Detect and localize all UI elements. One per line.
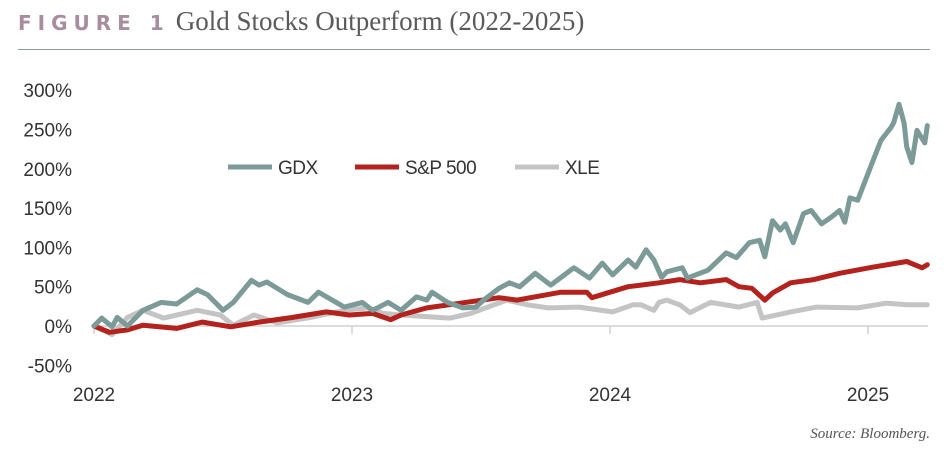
y-tick-label: 100% xyxy=(23,238,72,259)
y-tick-label: 300% xyxy=(23,81,72,102)
y-tick-label: 250% xyxy=(23,121,72,142)
x-tick-label: 2022 xyxy=(73,385,115,406)
chart-title: Gold Stocks Outperform (2022-2025) xyxy=(175,6,585,36)
series-line-xle xyxy=(91,297,930,338)
x-tick-label: 2023 xyxy=(331,385,373,406)
legend-item: XLE xyxy=(515,158,600,179)
legend-label: XLE xyxy=(565,158,599,179)
legend-label: GDX xyxy=(278,158,319,179)
y-tick-label: 50% xyxy=(34,278,72,299)
y-tick-label: 150% xyxy=(23,199,72,220)
x-tick-label: 2025 xyxy=(847,385,889,406)
source-note: Source: Bloomberg. xyxy=(810,426,930,442)
legend-label: S&P 500 xyxy=(405,158,476,179)
y-tick-label: 0% xyxy=(45,317,73,338)
legend-item: S&P 500 xyxy=(355,158,477,179)
series-line-gdx xyxy=(91,101,930,330)
y-tick-label: 200% xyxy=(23,160,72,181)
x-tick-label: 2024 xyxy=(589,385,632,406)
y-tick-label: -50% xyxy=(28,356,72,377)
title-divider xyxy=(18,49,930,50)
figure-title: FIGURE 1 Gold Stocks Outperform (2022-20… xyxy=(18,6,584,37)
legend-item: GDX xyxy=(228,158,319,179)
figure-label: FIGURE 1 xyxy=(18,11,170,35)
series-line-s-p-500 xyxy=(91,259,930,335)
